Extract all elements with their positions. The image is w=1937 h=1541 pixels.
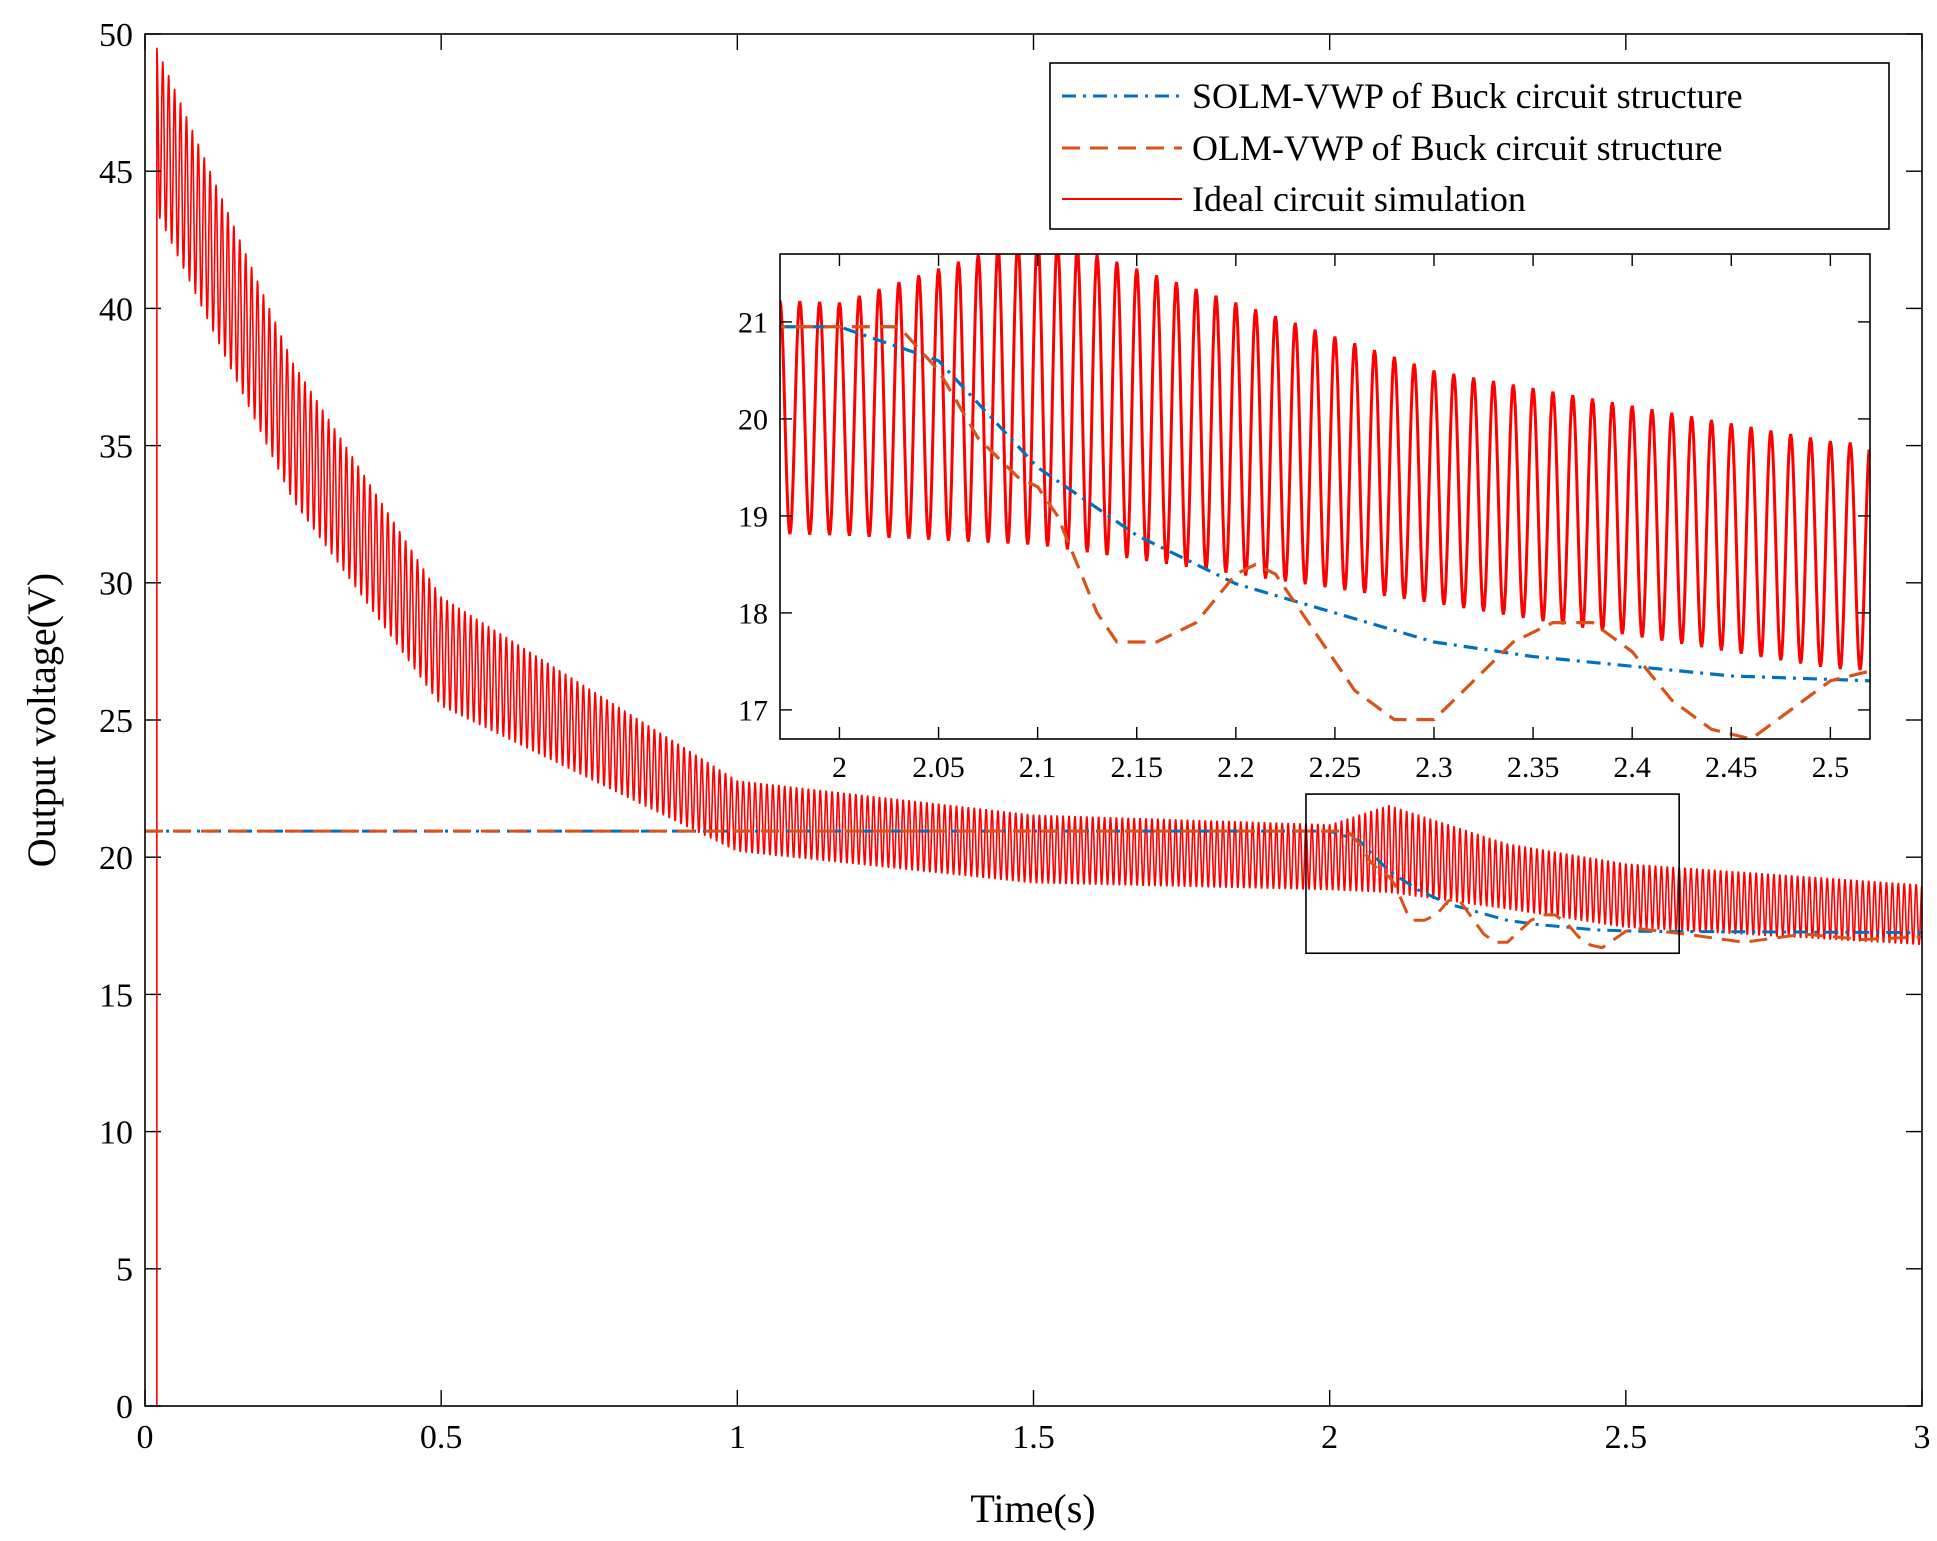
x-tick-label: 2.5 [1605, 1419, 1648, 1456]
legend-box [1049, 62, 1890, 230]
x-tick-label: 0.5 [420, 1419, 463, 1456]
x-tick-label: 2.25 [1309, 751, 1362, 784]
x-tick-label: 2.45 [1705, 751, 1758, 784]
y-tick-label: 5 [116, 1252, 133, 1289]
inset-series-line-solm [780, 325, 1870, 683]
inset-axes: 2 2.05 2.1 2.15 2.2 2.25 2.3 2.35 2.4 2.45 2.5 17 18… [738, 253, 1871, 784]
x-tick-label: 2.3 [1415, 751, 1453, 784]
y-tick-label: 50 [99, 17, 133, 54]
inset-series-line-ideal [780, 254, 1870, 671]
x-tick-label: 2.15 [1110, 751, 1163, 784]
x-tick-label: 2.2 [1217, 751, 1255, 784]
x-tick-label: 2.4 [1613, 751, 1651, 784]
x-tick-label: 1 [729, 1419, 746, 1456]
y-tick-label: 20 [99, 840, 133, 877]
x-axis-label: Time(s) [970, 1486, 1095, 1531]
legend-label-olm: OLM-VWP of Buck circuit structure [1192, 128, 1723, 168]
legend-label-ideal: Ideal circuit simulation [1192, 179, 1526, 219]
series-line-olm [145, 829, 1922, 950]
y-tick-label: 45 [99, 154, 133, 191]
y-tick-label: 21 [738, 306, 768, 339]
x-tick-label: 2 [832, 751, 847, 784]
x-tick-label: 3 [1914, 1419, 1931, 1456]
zoom-region-box [1305, 793, 1680, 955]
legend: SOLM-VWP of Buck circuit structure OLM-V… [1049, 62, 1890, 230]
y-tick-label: 10 [99, 1115, 133, 1152]
x-tick-label: 1.5 [1012, 1419, 1055, 1456]
x-tick-label: 2 [1321, 1419, 1338, 1456]
x-tick-label: 2.5 [1812, 751, 1850, 784]
inset-axes-frame [779, 253, 1871, 740]
series-line-ideal [156, 47, 1922, 1406]
y-tick-label: 17 [738, 694, 768, 727]
y-tick-label: 25 [99, 703, 133, 740]
main-plot-area [145, 47, 1922, 1406]
y-tick-label: 0 [116, 1389, 133, 1426]
legend-label-solm: SOLM-VWP of Buck circuit structure [1192, 76, 1743, 116]
y-tick-label: 35 [99, 429, 133, 466]
y-tick-label: 40 [99, 291, 133, 328]
inset-ticks: 2 2.05 2.1 2.15 2.2 2.25 2.3 2.35 2.4 2.45 2.5 17 18… [738, 254, 1870, 784]
y-tick-label: 20 [738, 403, 768, 436]
inset-plot-area [780, 254, 1870, 739]
x-tick-label: 2.05 [912, 751, 965, 784]
x-tick-label: 2.1 [1019, 751, 1057, 784]
y-tick-label: 19 [738, 500, 768, 533]
y-tick-label: 15 [99, 977, 133, 1014]
series-line-solm [145, 829, 1922, 935]
x-tick-label: 2.35 [1507, 751, 1560, 784]
inset-series-line-olm [780, 325, 1870, 739]
x-tick-label: 0 [137, 1419, 154, 1456]
y-axis-label: Output voltage(V) [19, 573, 64, 867]
y-tick-label: 18 [738, 597, 768, 630]
y-tick-label: 30 [99, 566, 133, 603]
